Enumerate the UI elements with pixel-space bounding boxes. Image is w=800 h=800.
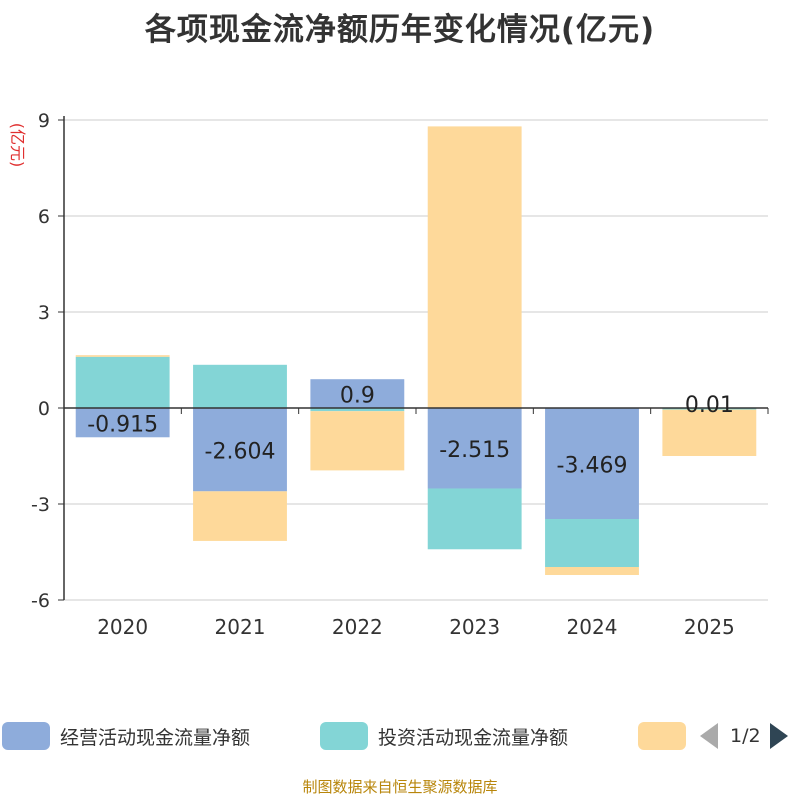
- data-label-operating-2023: -2.515: [439, 438, 510, 463]
- x-tick-label: 2023: [449, 615, 500, 639]
- bar-investing-2021: [193, 364, 287, 408]
- y-axis-label: (亿元): [8, 123, 27, 168]
- data-label-operating-2021: -2.604: [205, 440, 276, 465]
- legend-swatch-financing: [638, 722, 686, 750]
- legend-item-financing[interactable]: [638, 716, 686, 756]
- bar-operating-2024: [545, 408, 639, 520]
- y-tick-label: 0: [38, 398, 50, 420]
- bar-operating-2021: [193, 408, 287, 492]
- bar-financing-2022: [310, 411, 405, 471]
- bar-investing-2023: [427, 488, 522, 550]
- chart-title: 各项现金流净额历年变化情况(亿元): [144, 12, 656, 48]
- legend-item-operating[interactable]: 经营活动现金流量净额: [2, 716, 250, 756]
- y-tick-label: 6: [38, 206, 50, 228]
- bar-financing-2025: [662, 409, 757, 456]
- data-label-operating-2020: -0.915: [87, 413, 158, 438]
- data-label-operating-2024: -3.469: [557, 454, 628, 479]
- legend-item-investing[interactable]: 投资活动现金流量净额: [320, 716, 568, 756]
- source-note: 制图数据来自恒生聚源数据库: [302, 778, 498, 796]
- bar-investing-2024: [545, 519, 639, 568]
- legend-label-investing: 投资活动现金流量净额: [378, 726, 569, 749]
- x-tick-label: 2021: [215, 615, 266, 639]
- bar-investing-2020: [75, 356, 170, 408]
- y-tick-label: 9: [38, 110, 50, 132]
- data-label-operating-2022: 0.9: [340, 384, 375, 409]
- legend-pager: 1/2: [700, 716, 788, 756]
- x-tick-label: 2024: [567, 615, 618, 639]
- y-tick-label: 3: [38, 302, 50, 324]
- bar-financing-2024: [545, 567, 639, 576]
- pager-text: 1/2: [730, 725, 761, 747]
- bar-operating-2022: [310, 379, 405, 408]
- x-tick-label: 2025: [684, 615, 735, 639]
- bar-investing-2022: [310, 408, 405, 412]
- legend-swatch-operating: [2, 722, 50, 750]
- pager-next-icon[interactable]: [769, 723, 788, 749]
- data-label-operating-2025: 0.01: [685, 393, 734, 418]
- y-tick-label: -3: [31, 494, 50, 516]
- x-tick-label: 2020: [97, 615, 148, 639]
- bar-financing-2020: [75, 355, 170, 357]
- chart-plot: 9 6 3 0 -3 -6 (亿元) -0.915 -2.604 0.9 -2.515 -3.469 0…: [8, 110, 769, 639]
- bar-investing-2025: [662, 408, 757, 410]
- bar-operating-2020: [75, 408, 170, 438]
- x-tick-label: 2022: [332, 615, 383, 639]
- legend-swatch-investing: [320, 722, 368, 750]
- y-tick-label: -6: [31, 590, 50, 612]
- bar-operating-2023: [427, 408, 522, 489]
- legend: 经营活动现金流量净额 投资活动现金流量净额: [0, 716, 800, 756]
- legend-label-operating: 经营活动现金流量净额: [60, 726, 251, 749]
- pager-prev-icon[interactable]: [700, 723, 718, 749]
- bar-financing-2021: [193, 491, 287, 541]
- bar-financing-2023: [427, 126, 522, 409]
